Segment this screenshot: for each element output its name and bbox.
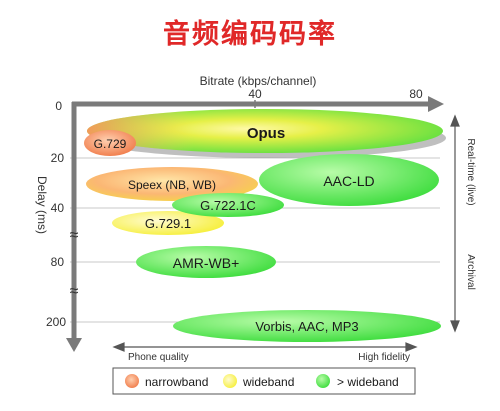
legend-narrowband-label: narrowband: [145, 375, 208, 389]
x-axis: [72, 96, 444, 112]
x-axis-label: Bitrate (kbps/channel): [200, 74, 317, 88]
legend-narrowband: narrowband: [125, 374, 208, 389]
legend-superwideband: > wideband: [316, 374, 399, 389]
codec-g7221c-label: G.722.1C: [200, 198, 256, 213]
codec-amr-wb-plus: AMR-WB+: [136, 246, 276, 278]
x-tick-80: 80: [409, 87, 423, 101]
codec-opus: Opus: [87, 109, 446, 158]
codec-aac-ld: AAC-LD: [259, 154, 439, 206]
y-tick-0: 0: [55, 99, 62, 113]
codec-aac-ld-label: AAC-LD: [323, 173, 374, 189]
legend: narrowband wideband > wideband: [112, 367, 416, 395]
codec-vorbis-aac-mp3: Vorbis, AAC, MP3: [173, 310, 441, 342]
codec-g7221c: G.722.1C: [172, 193, 284, 217]
codec-g729: G.729: [84, 130, 136, 156]
y-tick-20: 20: [51, 151, 65, 165]
codec-vorbis-aac-mp3-label: Vorbis, AAC, MP3: [255, 319, 358, 334]
x-tick-40: 40: [248, 87, 262, 101]
page-title: 音频编码码率: [163, 19, 337, 50]
right-label-realtime: Real-time (live): [465, 138, 476, 205]
y-tick-80: 80: [51, 255, 65, 269]
codec-speex: Speex (NB, WB): [86, 167, 258, 201]
codec-opus-label: Opus: [247, 125, 285, 142]
y-axis: [66, 102, 82, 352]
codec-amr-wb-plus-label: AMR-WB+: [173, 255, 240, 271]
bottom-label-phone: Phone quality: [128, 352, 189, 363]
bottom-arrow: [112, 342, 418, 352]
codec-speex-label: Speex (NB, WB): [128, 178, 216, 192]
y-axis-label: Delay (ms): [35, 176, 49, 234]
y-tick-200: 200: [46, 315, 66, 329]
right-arrow: [450, 114, 460, 333]
bottom-label-hifi: High fidelity: [358, 352, 410, 363]
y-tick-40: 40: [51, 201, 65, 215]
legend-wideband: wideband: [223, 374, 294, 389]
codec-g7291-label: G.729.1: [145, 216, 191, 231]
right-label-archival: Archival: [465, 254, 476, 290]
codec-g729-label: G.729: [94, 137, 127, 151]
axis-break-lower: ≈: [70, 283, 79, 300]
axis-break-upper: ≈: [70, 227, 79, 244]
legend-superwideband-label: > wideband: [337, 375, 399, 389]
legend-wideband-label: wideband: [242, 375, 294, 389]
codec-g7291: G.729.1: [112, 211, 224, 235]
